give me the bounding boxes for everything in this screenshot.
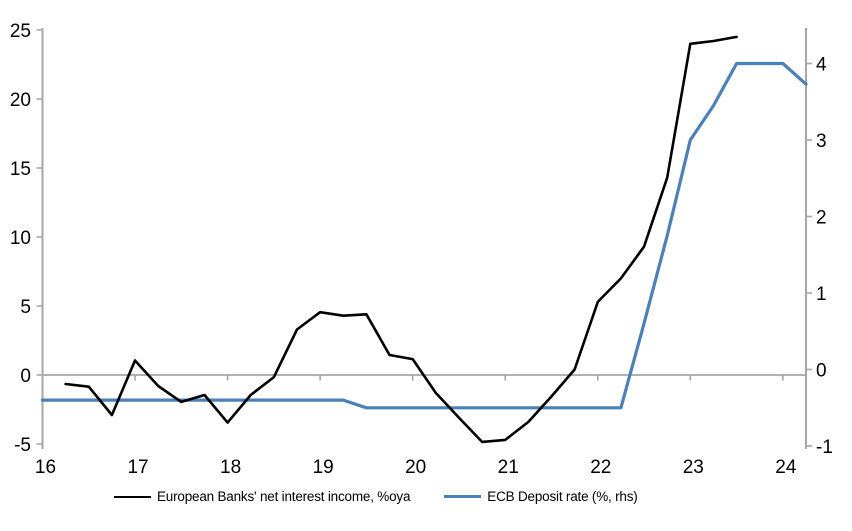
x-axis-tick-label: 21 [498,457,519,478]
left-axis-tick-label: 10 [10,228,31,249]
x-axis-tick-label: 20 [405,457,426,478]
right-axis-tick-label: 3 [816,131,827,152]
left-axis-tick-label: 25 [10,21,31,42]
net-interest-income-line-swatch [114,495,151,498]
deposit-rate-line-swatch [444,495,482,498]
x-axis-tick-label: 18 [220,457,241,478]
right-axis-tick-label: -1 [816,437,833,458]
x-axis-tick-label: 19 [313,457,334,478]
right-axis-tick-label: 4 [816,55,827,76]
right-axis-tick-label: 0 [816,361,827,382]
left-axis-tick-label: -5 [14,435,31,456]
left-axis-tick-label: 0 [20,366,31,387]
left-axis-tick-label: 20 [10,90,31,111]
x-axis-tick-label: 22 [590,457,611,478]
right-axis-tick-label: 2 [816,208,827,229]
net-interest-income-line [64,35,738,444]
legend: European Banks' net interest income, %oy… [114,489,638,504]
x-axis-tick-label: 23 [683,457,704,478]
x-axis-tick-label: 16 [35,457,56,478]
x-axis-tick-label: 24 [775,457,797,478]
left-axis-tick-label: 5 [20,297,31,318]
right-axis-tick-label: 1 [816,284,827,305]
net-interest-income-legend-label: European Banks' net interest income, %oy… [157,489,411,504]
deposit-rate-legend-label: ECB Deposit rate (%, rhs) [487,489,638,504]
deposit-rate-line [40,61,808,410]
left-axis-tick-label: 15 [10,159,31,180]
x-axis-tick-label: 17 [127,457,148,478]
legend-item-deposit-rate: ECB Deposit rate (%, rhs) [444,489,638,504]
legend-item-net-interest-income: European Banks' net interest income, %oy… [114,489,410,504]
